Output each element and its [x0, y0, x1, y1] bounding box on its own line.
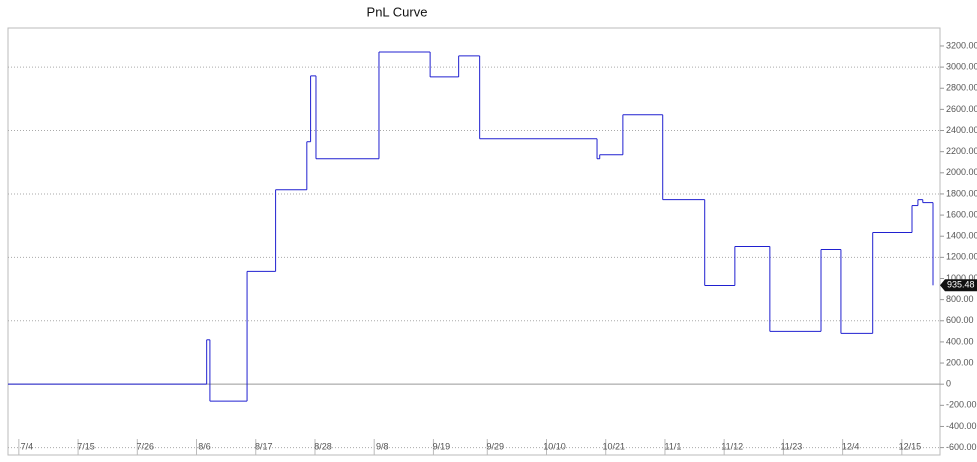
- x-tick-label: 9/19: [433, 441, 451, 451]
- y-tick-label: 2200.00: [946, 146, 977, 156]
- y-tick-label: 1800.00: [946, 188, 977, 198]
- last-value-marker: [940, 279, 977, 292]
- y-tick-label: 2400.00: [946, 125, 977, 135]
- y-tick-label: 2600.00: [946, 104, 977, 114]
- y-tick-label: 3000.00: [946, 61, 977, 71]
- x-tick-label: 9/29: [487, 441, 505, 451]
- x-tick-label: 8/6: [198, 441, 211, 451]
- y-tick-label: -400.00: [946, 421, 977, 431]
- y-tick-label: 400.00: [946, 336, 974, 346]
- y-tick-label: 600.00: [946, 315, 974, 325]
- chart-title: PnL Curve: [367, 4, 428, 19]
- x-tick-label: 7/4: [21, 441, 34, 451]
- y-tick-label: -200.00: [946, 400, 977, 410]
- x-tick-label: 9/8: [376, 441, 389, 451]
- plot-frame: [7, 27, 941, 456]
- x-tick-label: 11/12: [721, 441, 743, 451]
- x-tick-label: 11/23: [780, 441, 802, 451]
- y-tick-label: 800.00: [946, 294, 974, 304]
- y-tick-label: 200.00: [946, 357, 974, 367]
- y-tick-label: 3200.00: [946, 40, 977, 50]
- y-tick-label: 2800.00: [946, 83, 977, 93]
- x-tick-label: 7/26: [137, 441, 155, 451]
- last-value-label: 935.48: [947, 280, 975, 290]
- x-tick-label: 7/15: [77, 441, 95, 451]
- y-tick-label: 1000.00: [946, 273, 977, 283]
- x-tick-label: 12/4: [842, 441, 860, 451]
- x-tick-label: 8/17: [255, 441, 273, 451]
- x-tick-label: 8/28: [314, 441, 332, 451]
- y-tick-label: -600.00: [946, 442, 977, 452]
- y-tick-label: 1400.00: [946, 231, 977, 241]
- x-tick-label: 10/10: [543, 441, 566, 451]
- y-tick-label: 1200.00: [946, 252, 977, 262]
- x-tick-label: 11/1: [665, 441, 682, 451]
- y-tick-label: 0: [946, 379, 951, 389]
- x-tick-label: 12/15: [899, 441, 922, 451]
- y-tick-label: 1600.00: [946, 209, 977, 219]
- y-tick-label: 2000.00: [946, 167, 977, 177]
- x-tick-label: 10/21: [602, 441, 625, 451]
